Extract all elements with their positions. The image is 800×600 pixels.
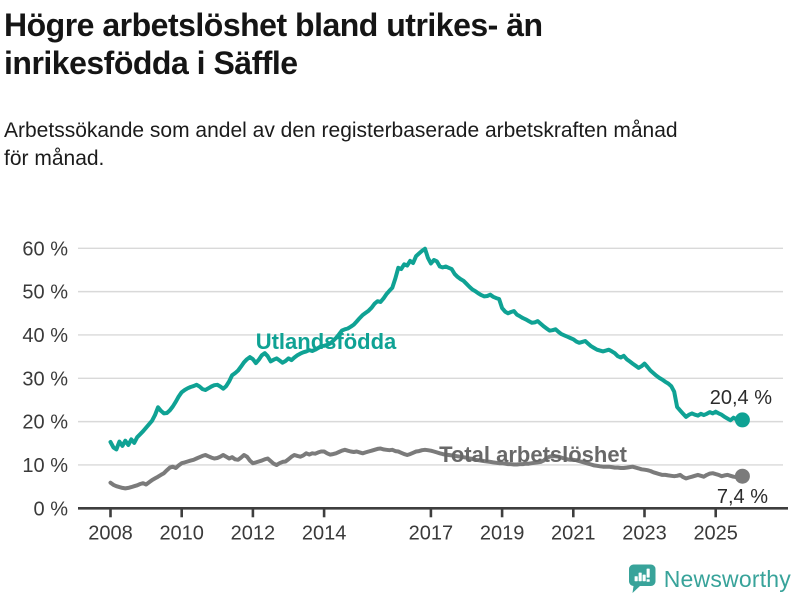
end-value-label-total-arbetsloshet: 7,4 % [717, 486, 768, 508]
x-tick-label: 2019 [480, 522, 525, 544]
x-tick-label: 2017 [409, 522, 454, 544]
x-tick-label: 2008 [88, 522, 133, 544]
series-total-arbetsloshet: Total arbetslöshet 7,4 % [108, 442, 768, 508]
x-tick-label: 2021 [551, 522, 596, 544]
end-value-label-utlandsfodda: 20,4 % [710, 387, 772, 409]
y-tick-label: 40 % [22, 325, 68, 347]
chart-title-line-2: inrikesfödda i Säffle [4, 45, 298, 82]
x-tick-label: 2014 [302, 522, 347, 544]
series-label-total-arbetsloshet: Total arbetslöshet [439, 442, 628, 467]
chart-subtitle-line-2: för månad. [4, 146, 105, 170]
series-utlandsfodda: Utlandsfödda 20,4 % [108, 246, 772, 452]
y-tick-label: 50 % [22, 282, 68, 304]
y-tick-label: 0 % [34, 498, 69, 520]
series-label-utlandsfodda: Utlandsfödda [256, 329, 397, 354]
y-tick-label: 30 % [22, 368, 68, 390]
series-end-dot-utlandsfodda [734, 412, 750, 428]
newsworthy-logo: Newsworthy [627, 562, 791, 596]
newsworthy-wordmark: Newsworthy [663, 565, 791, 592]
series-end-dot-total-arbetsloshet [734, 468, 750, 484]
y-tick-label: 20 % [22, 412, 68, 434]
x-tick-label: 2023 [622, 522, 667, 544]
x-tick-label: 2012 [231, 522, 276, 544]
y-tick-label: 10 % [22, 455, 68, 477]
series-line-utlandsfodda [108, 246, 745, 452]
chart-title-line-1: Högre arbetslöshet bland utrikes- än [4, 7, 543, 43]
chart-subtitle-line-1: Arbetssökande som andel av den registerb… [4, 119, 678, 142]
x-tick-label: 2025 [693, 522, 738, 544]
chart-subtitle: Arbetssökande som andel av den registerb… [4, 117, 764, 172]
series-line-total-arbetsloshet [108, 446, 745, 491]
chart-title: Högre arbetslöshet bland utrikes- än inr… [4, 6, 704, 83]
y-tick-label: 60 % [22, 238, 68, 260]
newsworthy-speech-bubble-bar-chart-icon [627, 563, 657, 595]
x-tick-label: 2010 [159, 522, 204, 544]
